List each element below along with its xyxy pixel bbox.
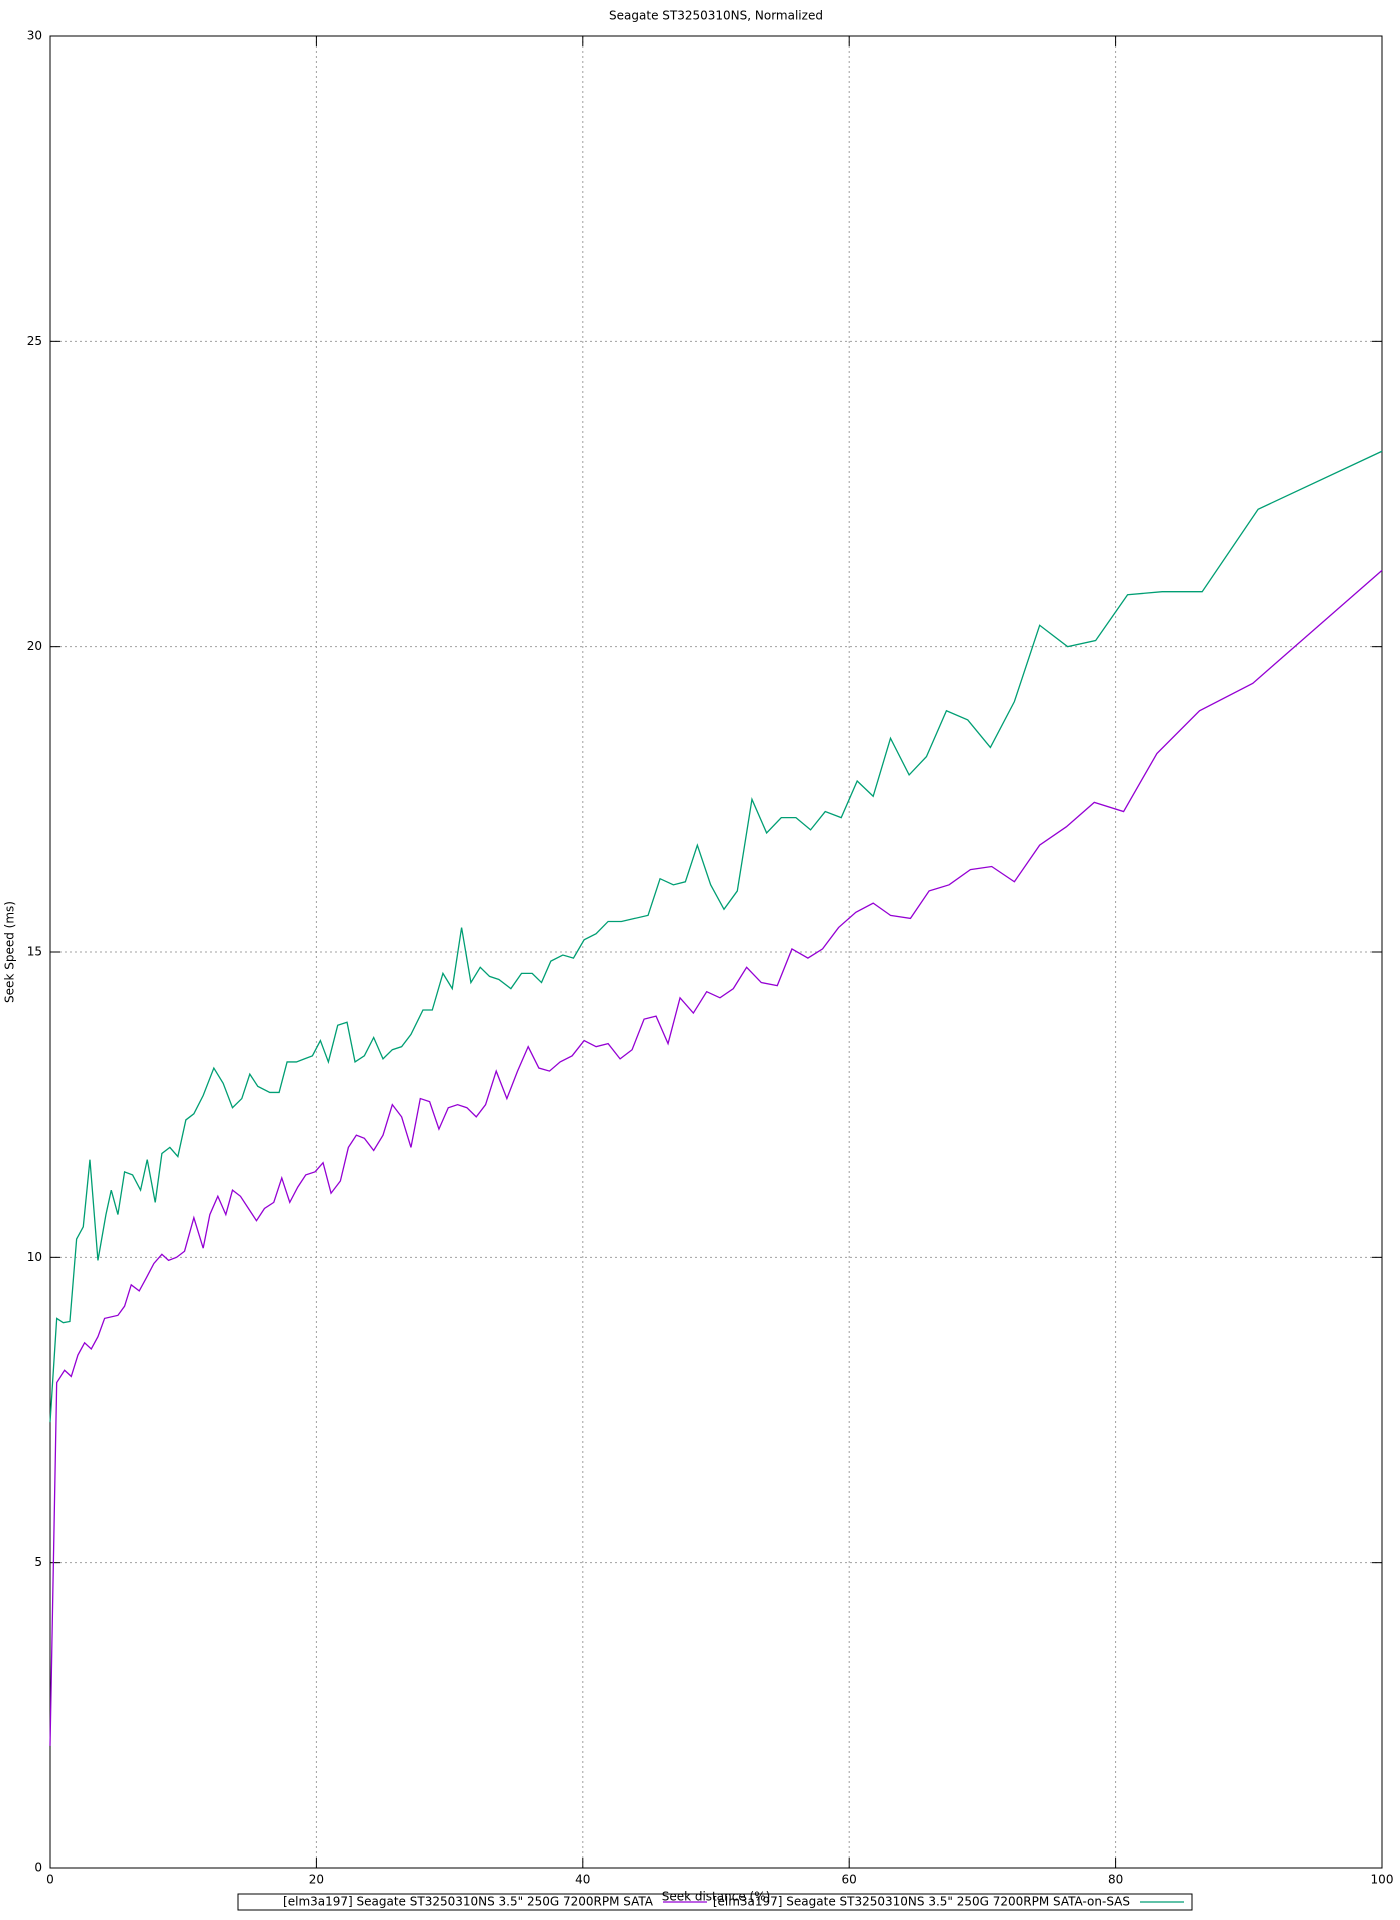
legend-label: [elm3a197] Seagate ST3250310NS 3.5" 250G…: [283, 1895, 654, 1909]
x-tick-label: 20: [309, 1873, 324, 1887]
y-axis-label: Seek Speed (ms): [3, 901, 17, 1003]
series-line: [49, 569, 1383, 1746]
y-tick-label: 30: [27, 29, 42, 43]
y-tick-label: 25: [27, 334, 42, 348]
legend-label: [elm3a197] Seagate ST3250310NS 3.5" 250G…: [713, 1895, 1130, 1909]
x-tick-label: 40: [575, 1873, 590, 1887]
y-tick-label: 20: [27, 639, 42, 653]
x-tick-label: 100: [1371, 1873, 1394, 1887]
plot-frame: [49, 35, 1383, 1869]
legend-box: [237, 1893, 1193, 1911]
x-tick-label: 80: [1108, 1873, 1123, 1887]
x-tick-label: 60: [842, 1873, 857, 1887]
y-tick-label: 15: [27, 945, 42, 959]
series-line: [49, 450, 1383, 1423]
y-tick-label: 0: [34, 1861, 42, 1875]
chart-title: Seagate ST3250310NS, Normalized: [609, 9, 823, 23]
y-tick-label: 10: [27, 1250, 42, 1264]
x-axis-label: Seek distance (%): [662, 1890, 771, 1904]
y-tick-label: 5: [34, 1555, 42, 1569]
x-tick-label: 0: [46, 1873, 54, 1887]
